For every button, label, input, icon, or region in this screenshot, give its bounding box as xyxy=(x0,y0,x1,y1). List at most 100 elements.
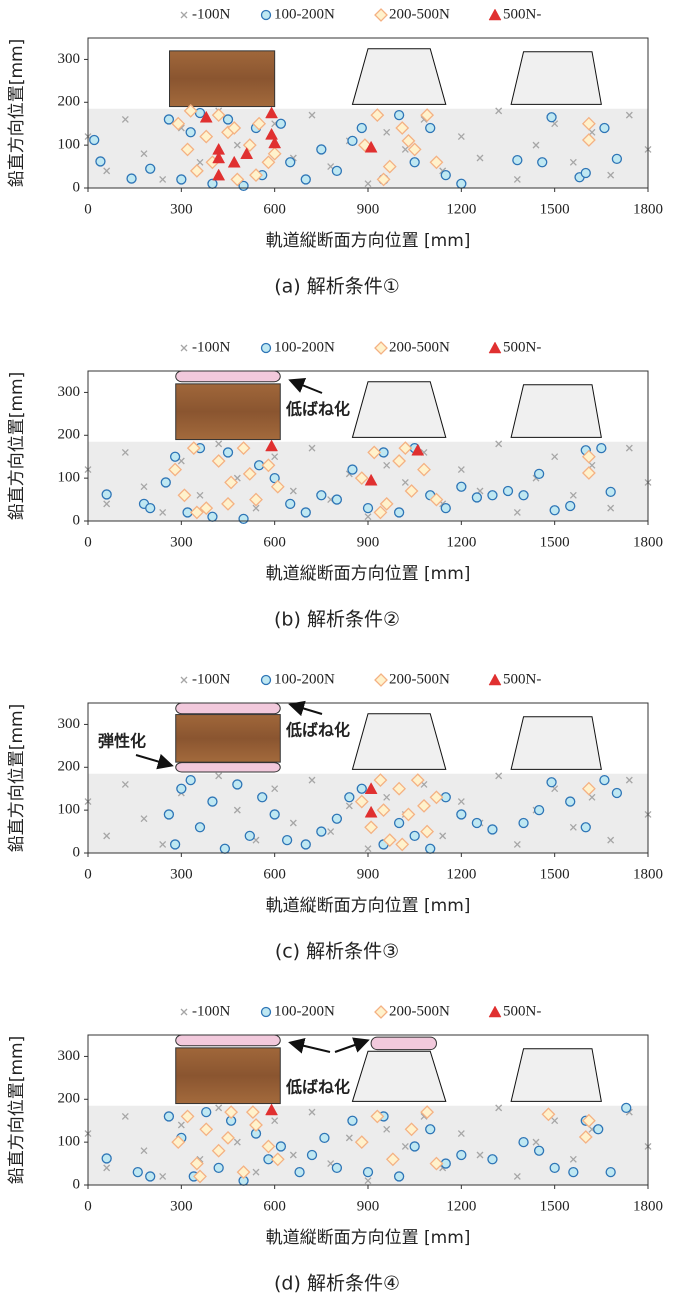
point xyxy=(357,784,366,793)
legend-marker xyxy=(181,1009,187,1015)
legend-label: -100N xyxy=(192,6,230,22)
y-axis-label: 鉛直方向位置[mm] xyxy=(7,372,27,520)
point xyxy=(569,1168,578,1177)
legend-label: 200-500N xyxy=(389,6,450,22)
point xyxy=(622,1103,631,1112)
x-tick-label: 1500 xyxy=(540,534,570,550)
legend-marker xyxy=(181,677,187,683)
legend-label: 100-200N xyxy=(274,671,335,687)
point xyxy=(208,179,217,188)
point xyxy=(441,504,450,513)
sleeper-concrete xyxy=(352,714,445,770)
point xyxy=(606,1168,615,1177)
elastic-pad xyxy=(176,763,281,772)
point xyxy=(286,499,295,508)
point xyxy=(535,469,544,478)
elastic-pad xyxy=(176,1035,281,1046)
y-tick-label: 100 xyxy=(58,137,81,153)
legend-label: -100N xyxy=(192,671,230,687)
point xyxy=(332,495,341,504)
point xyxy=(164,1112,173,1121)
point xyxy=(332,814,341,823)
point xyxy=(426,1125,435,1134)
caption: (b) 解析条件② xyxy=(274,609,400,631)
annotation: 低ばね化 xyxy=(285,400,350,419)
legend-marker xyxy=(262,11,271,20)
point xyxy=(457,1151,466,1160)
point xyxy=(441,171,450,180)
point xyxy=(90,136,99,145)
point xyxy=(196,823,205,832)
x-tick-label: 0 xyxy=(84,534,92,550)
arrow xyxy=(292,381,322,393)
y-tick-label: 300 xyxy=(58,384,81,400)
point xyxy=(102,490,111,499)
x-tick-label: 300 xyxy=(170,534,193,550)
point xyxy=(357,124,366,133)
point xyxy=(457,482,466,491)
elastic-pad xyxy=(176,703,281,714)
point xyxy=(171,840,180,849)
point xyxy=(581,169,590,178)
x-tick-label: 1200 xyxy=(446,866,476,882)
sleeper-wood xyxy=(170,51,275,107)
x-tick-label: 900 xyxy=(357,201,380,217)
point xyxy=(270,810,279,819)
point xyxy=(535,806,544,815)
point xyxy=(186,776,195,785)
point xyxy=(332,1163,341,1172)
legend-label: 500N- xyxy=(503,339,541,355)
point xyxy=(233,780,242,789)
point xyxy=(146,1172,155,1181)
point xyxy=(395,1172,404,1181)
x-tick-label: 1800 xyxy=(633,534,663,550)
x-tick-label: 600 xyxy=(263,866,286,882)
point xyxy=(127,174,136,183)
point xyxy=(186,128,195,137)
sleeper-concrete xyxy=(352,49,445,105)
point xyxy=(317,491,326,500)
point xyxy=(301,840,310,849)
point xyxy=(208,512,217,521)
point xyxy=(513,156,522,165)
legend-label: 200-500N xyxy=(389,1003,450,1019)
sleeper-wood xyxy=(176,1048,281,1104)
point xyxy=(410,158,419,167)
point xyxy=(332,166,341,175)
legend-marker xyxy=(375,674,387,686)
point xyxy=(348,136,357,145)
x-tick-label: 600 xyxy=(263,1198,286,1214)
point xyxy=(196,109,205,118)
x-axis-label: 軌道縦断面方向位置 [mm] xyxy=(266,231,471,251)
legend-label: 200-500N xyxy=(389,339,450,355)
x-tick-label: 1200 xyxy=(446,1198,476,1214)
y-tick-label: 0 xyxy=(73,1176,81,1192)
legend-label: 100-200N xyxy=(274,339,335,355)
x-tick-label: 0 xyxy=(84,866,92,882)
legend-marker xyxy=(375,9,387,21)
y-tick-label: 100 xyxy=(58,470,81,486)
point xyxy=(426,124,435,133)
point xyxy=(345,793,354,802)
y-tick-label: 200 xyxy=(58,427,81,443)
annotation: 低ばね化 xyxy=(285,1078,350,1097)
point xyxy=(535,1146,544,1155)
point xyxy=(395,111,404,120)
elastic-pad xyxy=(176,371,281,382)
point xyxy=(286,158,295,167)
y-tick-label: 100 xyxy=(58,1134,81,1150)
annotation: 低ばね化 xyxy=(285,721,350,740)
point xyxy=(410,831,419,840)
point xyxy=(547,778,556,787)
sleeper-concrete xyxy=(352,1051,445,1101)
legend-marker xyxy=(375,342,387,354)
sleeper-wood xyxy=(176,384,281,440)
point xyxy=(214,1163,223,1172)
sleeper-concrete xyxy=(511,52,601,105)
y-tick-label: 300 xyxy=(58,1048,81,1064)
point xyxy=(146,504,155,513)
x-tick-label: 0 xyxy=(84,1198,92,1214)
sleeper-concrete xyxy=(511,717,601,770)
point xyxy=(472,493,481,502)
legend-label: 500N- xyxy=(503,6,541,22)
